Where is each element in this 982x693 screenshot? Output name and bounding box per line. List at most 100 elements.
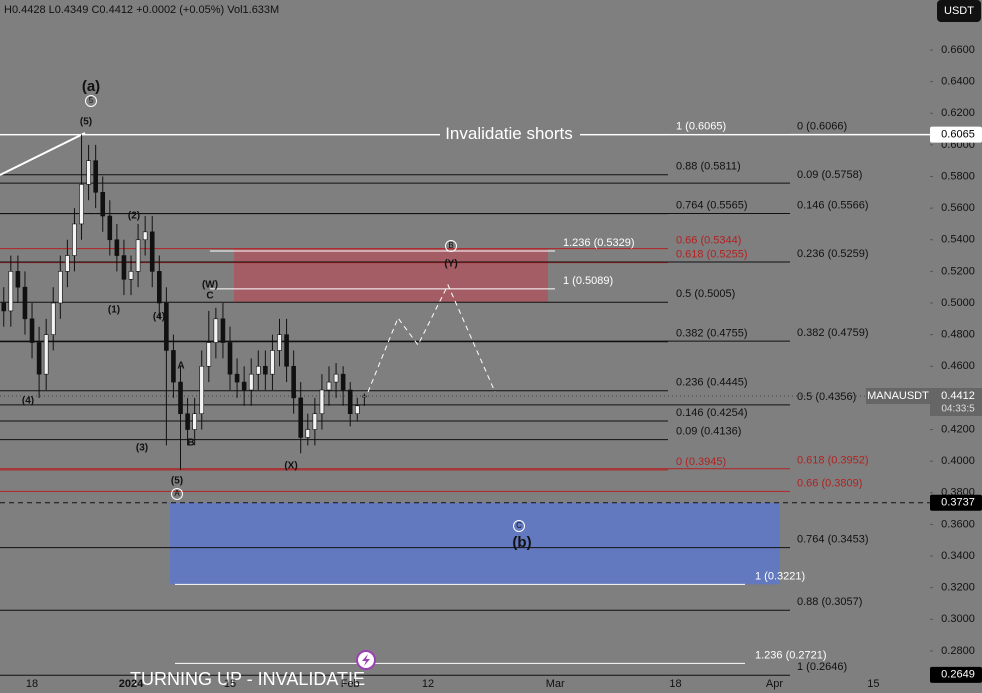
y-tick-label: 0.3200 bbox=[941, 582, 975, 594]
candle-body bbox=[319, 389, 325, 415]
price-label-bg bbox=[930, 494, 982, 511]
currency-label[interactable]: USDT bbox=[944, 5, 974, 17]
annotation: (X) bbox=[284, 461, 297, 472]
annotation-circle bbox=[445, 240, 457, 252]
fib-label: 0.618 (0.5255) bbox=[676, 249, 748, 261]
fib-label: 0.236 (0.5259) bbox=[797, 248, 869, 260]
fib-label: 1.236 (0.5329) bbox=[563, 237, 635, 249]
price-label: 0.6065 bbox=[941, 128, 975, 140]
candle-body bbox=[291, 365, 296, 399]
fib-label: 1 (0.5089) bbox=[563, 275, 613, 287]
wave-line bbox=[0, 132, 86, 176]
candle-body bbox=[135, 239, 141, 272]
currency-button[interactable] bbox=[937, 0, 981, 22]
candle-body bbox=[8, 271, 14, 312]
last-price-bg bbox=[930, 388, 982, 416]
x-tick-label: Apr bbox=[766, 678, 783, 690]
annotation: (4) bbox=[22, 396, 34, 407]
x-tick-label: 18 bbox=[669, 678, 681, 690]
candle-body bbox=[114, 239, 120, 256]
annotation: (2) bbox=[128, 211, 140, 222]
price-label-bg bbox=[930, 666, 982, 683]
candle-body bbox=[121, 255, 127, 280]
y-tick-label: 0.2800 bbox=[941, 645, 975, 657]
annotation: (3) bbox=[136, 443, 148, 454]
candle-body bbox=[284, 334, 289, 367]
fib-label: 0.146 (0.5566) bbox=[797, 199, 869, 211]
candle-body bbox=[312, 413, 318, 430]
fib-label: 0.146 (0.4254) bbox=[676, 407, 748, 419]
fib-label: 0.66 (0.3809) bbox=[797, 477, 862, 489]
annotation: (Y) bbox=[444, 259, 457, 270]
candle-body bbox=[192, 413, 197, 430]
candle-body bbox=[86, 160, 91, 185]
candle-body bbox=[43, 334, 49, 375]
x-tick-label: 18 bbox=[26, 678, 38, 690]
candle-body bbox=[241, 381, 247, 391]
y-tick-label: 0.5800 bbox=[941, 170, 975, 182]
candle-body bbox=[213, 318, 219, 343]
candle-body bbox=[58, 271, 63, 304]
candle-body bbox=[128, 271, 134, 280]
candle-body bbox=[270, 350, 275, 375]
candle-body bbox=[206, 342, 212, 367]
x-tick-label: 15 bbox=[867, 678, 879, 690]
y-tick-label: 0.3000 bbox=[941, 613, 975, 625]
price-label: 0.2649 bbox=[941, 669, 975, 681]
fib-label: 0.88 (0.3057) bbox=[797, 596, 862, 608]
fib-label: 0.764 (0.5565) bbox=[676, 200, 748, 212]
annotation: C bbox=[516, 521, 522, 530]
annotation: B bbox=[187, 438, 194, 449]
fib-label: 0.5 (0.4356) bbox=[797, 391, 856, 403]
projection bbox=[367, 283, 496, 393]
candle-body bbox=[326, 381, 332, 391]
last-price-label: 0.4412 bbox=[941, 390, 975, 402]
candle-body bbox=[50, 302, 56, 335]
fib-label: 1 (0.6065) bbox=[676, 120, 726, 132]
y-tick-label: 0.5200 bbox=[941, 265, 975, 277]
y-tick-label: 0.5000 bbox=[941, 297, 975, 309]
annotation-circle bbox=[513, 520, 525, 532]
candle-body bbox=[298, 397, 304, 438]
y-tick-label: 0.6400 bbox=[941, 76, 975, 88]
symbol-label-bg bbox=[866, 388, 930, 404]
zone bbox=[234, 248, 548, 303]
candle-body bbox=[36, 342, 42, 375]
fib-label: 0.764 (0.3453) bbox=[797, 534, 869, 546]
fib-label: 1 (0.3221) bbox=[755, 570, 805, 582]
candle-body bbox=[354, 405, 360, 415]
y-tick-label: 0.6600 bbox=[941, 44, 975, 56]
fib-label: 0.88 (0.5811) bbox=[676, 161, 741, 173]
annotation: (5) bbox=[171, 476, 183, 487]
candle-body bbox=[248, 373, 254, 391]
x-tick-label: 12 bbox=[422, 678, 434, 690]
fib-label: 0.09 (0.5758) bbox=[797, 169, 862, 181]
fib-label: 0.5 (0.5005) bbox=[676, 288, 735, 300]
candle-body bbox=[234, 373, 240, 383]
candle-body bbox=[15, 271, 21, 288]
fib-label: 0.382 (0.4755) bbox=[676, 328, 748, 340]
y-tick-label: 0.3400 bbox=[941, 550, 975, 562]
fib-label: 1.236 (0.2721) bbox=[755, 649, 827, 661]
candle-body bbox=[79, 184, 84, 225]
annotation: B bbox=[448, 241, 453, 250]
candle-body bbox=[178, 381, 183, 415]
x-tick-label: Mar bbox=[546, 678, 565, 690]
candle-body bbox=[93, 160, 98, 193]
y-tick-label: 0.3600 bbox=[941, 518, 975, 530]
candle-body bbox=[255, 365, 261, 375]
price-axis bbox=[930, 0, 982, 693]
annotation: C bbox=[206, 291, 213, 302]
candle-body bbox=[263, 365, 268, 375]
candle-body bbox=[185, 413, 190, 430]
invalidation-label-bg bbox=[440, 124, 580, 145]
fib-label: 0.66 (0.5344) bbox=[676, 235, 741, 247]
annotation: (4) bbox=[153, 312, 165, 323]
symbol-label: MANAUSDT bbox=[867, 390, 929, 402]
candle-body bbox=[29, 318, 35, 343]
y-tick-label: 0.6200 bbox=[941, 107, 975, 119]
y-tick-label: 0.4800 bbox=[941, 329, 975, 341]
annotation-circle bbox=[171, 488, 183, 500]
candle-body bbox=[220, 318, 226, 343]
